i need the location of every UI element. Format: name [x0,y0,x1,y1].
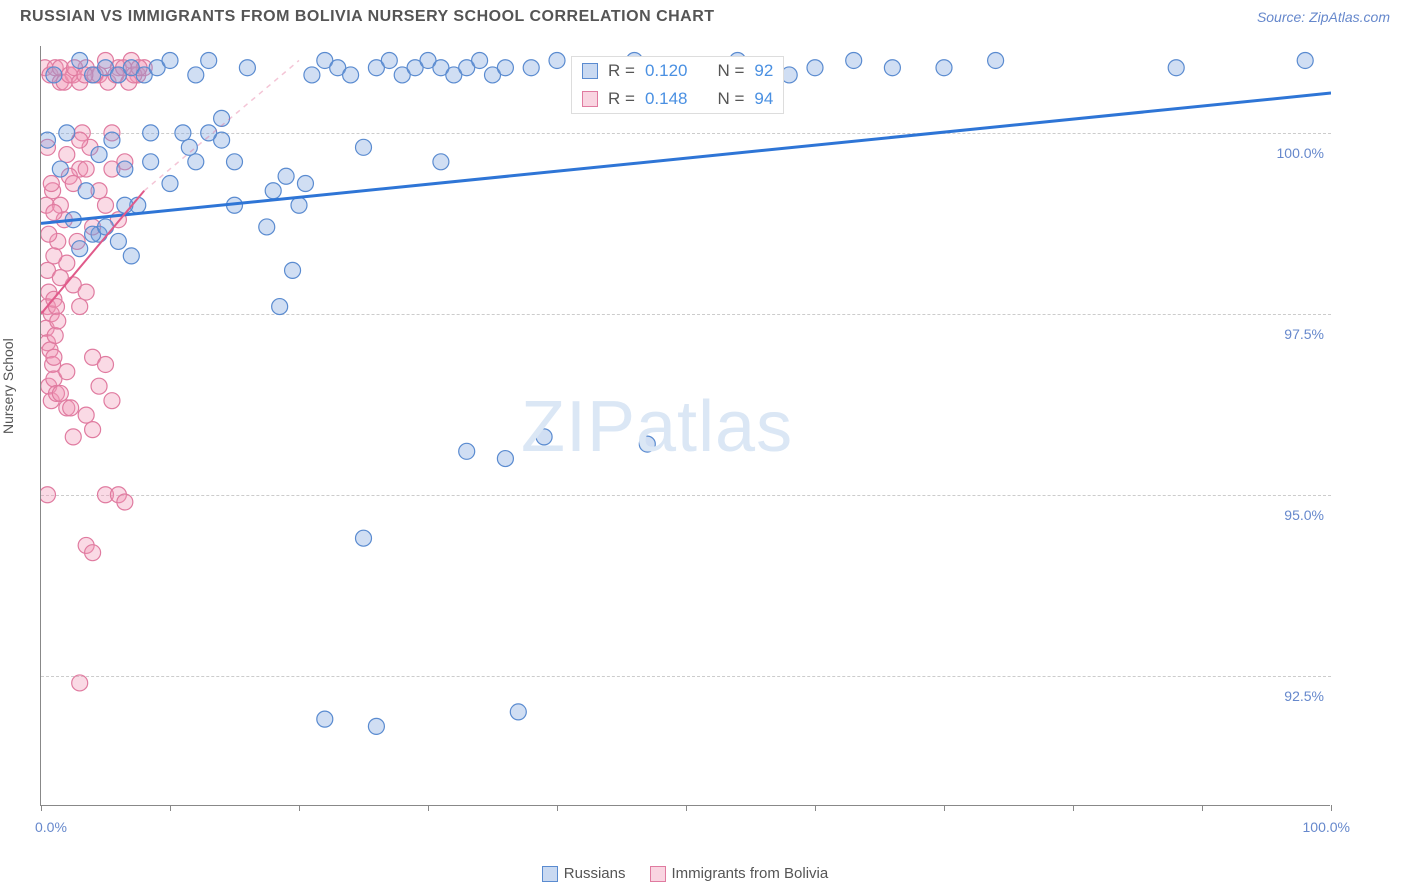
legend-label: Russians [564,865,626,882]
chart-title: RUSSIAN VS IMMIGRANTS FROM BOLIVIA NURSE… [20,8,715,26]
watermark: ZIPatlas [521,386,793,468]
stat-label: R = [608,89,635,109]
stat-value: 0.120 [645,61,688,81]
stat-label: N = [717,61,744,81]
legend-item: Immigrants from Bolivia [650,865,829,882]
stat-label: R = [608,61,635,81]
stats-box: R = 0.120 N = 92 R = 0.148 N = 94 [571,56,784,114]
stat-value: 94 [754,89,773,109]
source-attribution: Source: ZipAtlas.com [1257,9,1390,25]
x-axis-label-max: 100.0% [1303,819,1350,835]
stats-row: R = 0.148 N = 94 [572,85,783,113]
stats-row: R = 0.120 N = 92 [572,57,783,85]
y-tick-label: 92.5% [1284,688,1324,704]
stat-value: 92 [754,61,773,81]
plot-area: 100.0% 97.5% 95.0% 92.5% ZIPatlas R = 0.120… [40,46,1330,806]
y-tick-label: 100.0% [1277,145,1324,161]
y-tick-label: 97.5% [1284,326,1324,342]
series-swatch [582,91,598,107]
chart-container: 100.0% 97.5% 95.0% 92.5% ZIPatlas R = 0.120… [40,46,1390,846]
legend-swatch [650,866,666,882]
header: RUSSIAN VS IMMIGRANTS FROM BOLIVIA NURSE… [0,0,1406,34]
stat-label: N = [717,89,744,109]
y-tick-label: 95.0% [1284,507,1324,523]
y-axis-label: Nursery School [0,338,16,434]
series-swatch [582,63,598,79]
legend-swatch [542,866,558,882]
x-axis-label-min: 0.0% [35,819,67,835]
stat-value: 0.148 [645,89,688,109]
scatter-layer [41,46,1331,806]
legend-label: Immigrants from Bolivia [672,865,829,882]
legend: Russians Immigrants from Bolivia [40,865,1330,882]
legend-item: Russians [542,865,626,882]
watermark-text: atlas [636,387,793,467]
watermark-text: ZIP [521,387,636,467]
